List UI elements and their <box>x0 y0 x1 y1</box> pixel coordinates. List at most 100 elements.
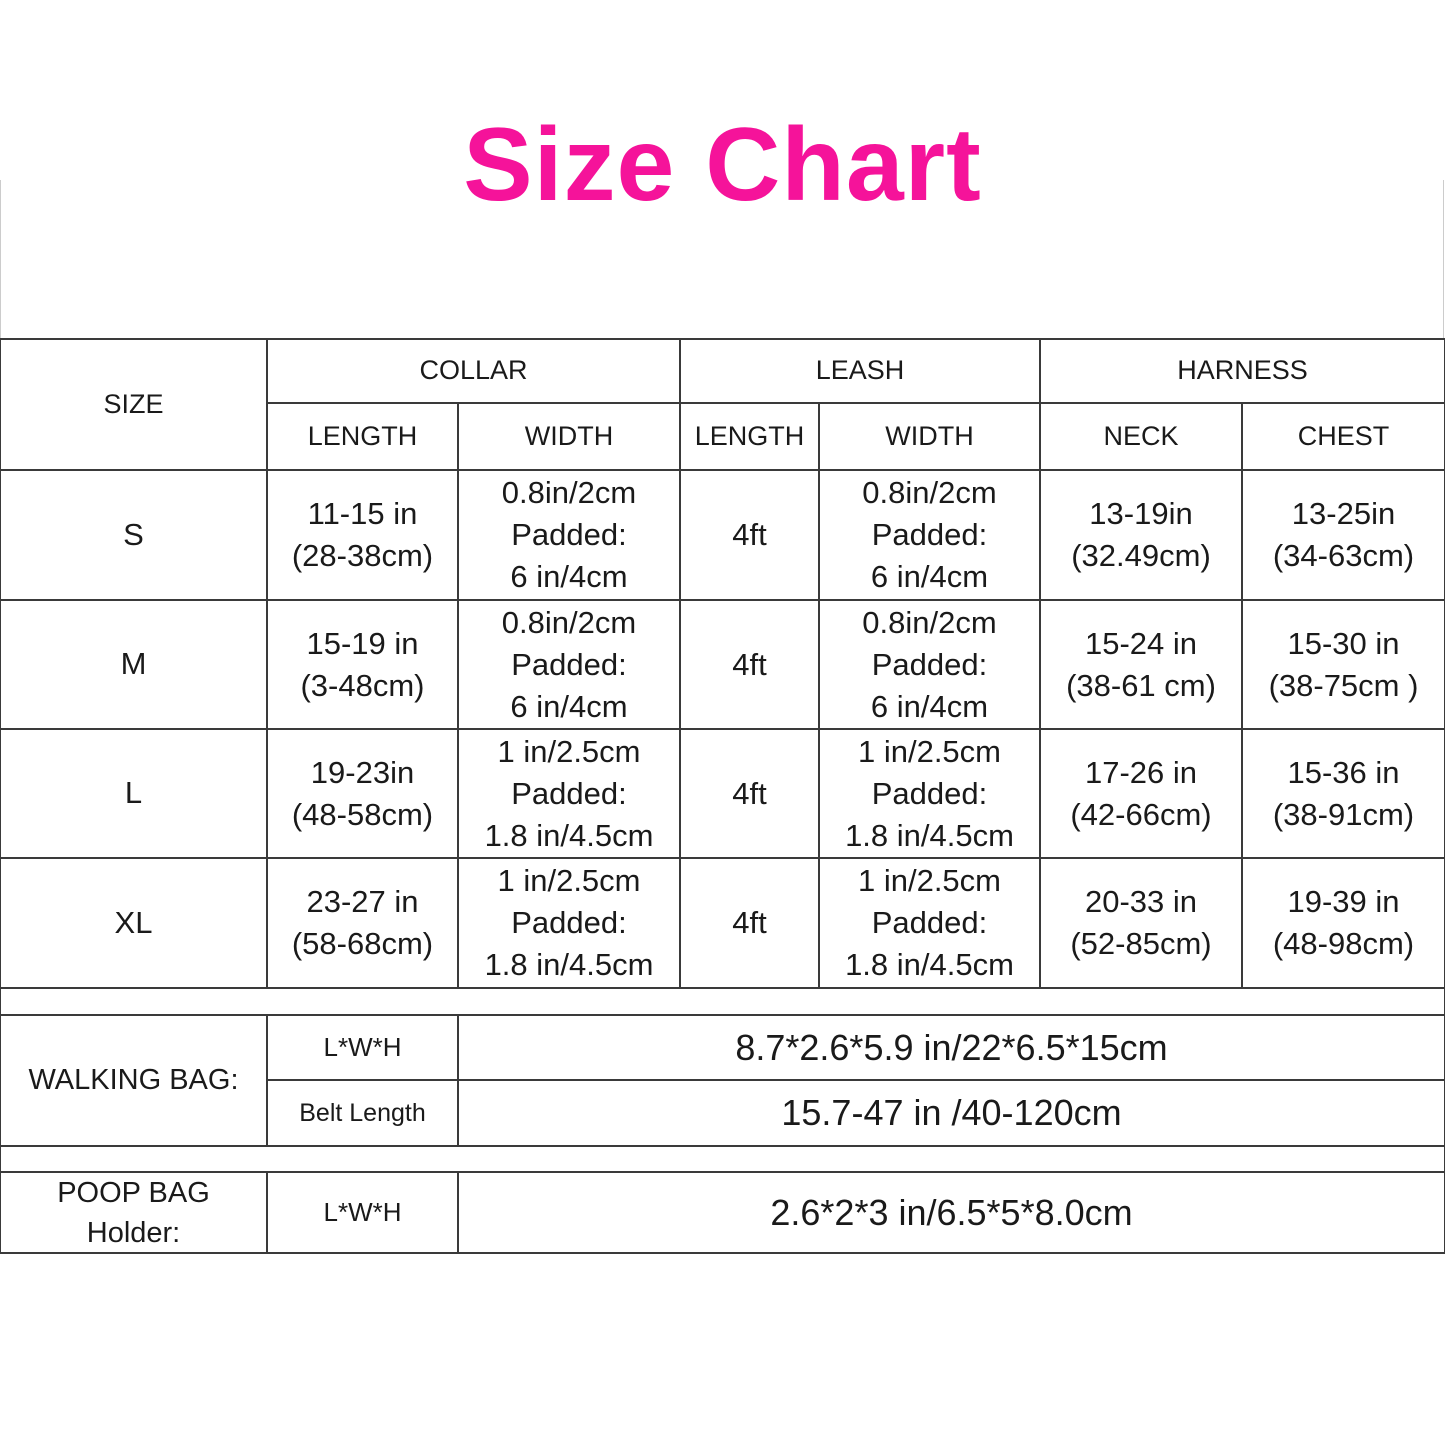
size-s: S <box>0 469 268 601</box>
walking-bag-lwh-label: L*W*H <box>266 1014 459 1081</box>
cell-text: 1 in/2.5cm <box>857 863 1001 898</box>
header-size: SIZE <box>0 338 268 471</box>
size-xl: XL <box>0 857 268 989</box>
cell-text: 6 in/4cm <box>870 688 989 724</box>
cell-chest: 19-39 in (48-98cm) <box>1241 857 1445 989</box>
cell-leash-width: 1 in/2.5cm Padded: 1.8 in/4.5cm <box>818 857 1041 989</box>
spacer-row <box>0 1145 1445 1173</box>
cell-text: 1.8 in/4.5cm <box>484 817 654 853</box>
cell-text: Padded: <box>511 905 627 940</box>
cell-collar-width: 0.8in/2cm Padded: 6 in/4cm <box>457 469 681 601</box>
header-sub-width: WIDTH <box>818 402 1041 471</box>
cell-text: 1 in/2.5cm <box>497 863 641 898</box>
cell-text: L*W*H <box>323 1031 402 1062</box>
cell-text: S <box>123 516 144 552</box>
cell-text: 1 in/2.5cm <box>497 733 641 769</box>
cell-text: (32.49cm) <box>1071 538 1211 573</box>
header-sub-length: LENGTH <box>679 402 820 471</box>
cell-text: 15.7-47 in /40-120cm <box>781 1092 1122 1134</box>
cell-text: L*W*H <box>323 1196 402 1227</box>
cell-text: (42-66cm) <box>1070 796 1212 832</box>
right-edge-line <box>1443 180 1444 340</box>
cell-text: Padded: <box>511 517 627 552</box>
header-sub-length: LENGTH <box>266 402 459 471</box>
cell-collar-width: 1 in/2.5cm Padded: 1.8 in/4.5cm <box>457 857 681 989</box>
cell-neck: 15-24 in (38-61 cm) <box>1039 599 1243 730</box>
cell-collar-width: 1 in/2.5cm Padded: 1.8 in/4.5cm <box>457 728 681 859</box>
header-sub-width: WIDTH <box>457 402 681 471</box>
cell-chest: 15-36 in (38-91cm) <box>1241 728 1445 859</box>
cell-leash-length: 4ft <box>679 857 820 989</box>
cell-text: Padded: <box>871 905 988 940</box>
cell-text: 1.8 in/4.5cm <box>845 947 1014 982</box>
cell-text: WIDTH <box>885 420 974 451</box>
cell-neck: 17-26 in (42-66cm) <box>1039 728 1243 859</box>
cell-text: WALKING BAG: <box>28 1064 239 1097</box>
cell-text: (38-91cm) <box>1272 796 1415 832</box>
cell-text: SIZE <box>103 388 164 419</box>
cell-collar-width: 0.8in/2cm Padded: 6 in/4cm <box>457 599 681 730</box>
cell-text: 6 in/4cm <box>510 688 628 724</box>
cell-text: (48-98cm) <box>1272 926 1415 961</box>
cell-text: 17-26 in <box>1084 754 1198 790</box>
size-l: L <box>0 728 268 859</box>
cell-text: (38-75cm ) <box>1268 667 1419 703</box>
cell-leash-width: 0.8in/2cm Padded: 6 in/4cm <box>818 469 1041 601</box>
cell-collar-length: 23-27 in (58-68cm) <box>266 857 459 989</box>
cell-leash-length: 4ft <box>679 728 820 859</box>
cell-text: 0.8in/2cm <box>862 475 997 510</box>
cell-text: L <box>124 775 143 811</box>
cell-text: Holder: <box>86 1216 181 1249</box>
poop-bag-lwh-value: 2.6*2*3 in/6.5*5*8.0cm <box>457 1171 1445 1254</box>
cell-text: 1 in/2.5cm <box>857 733 1001 769</box>
cell-text: Padded: <box>871 775 988 811</box>
header-collar: COLLAR <box>266 338 681 404</box>
poop-bag-label: POOP BAG Holder: <box>0 1171 268 1254</box>
cell-text: 13-19in <box>1089 496 1193 531</box>
cell-text: Padded: <box>871 646 988 682</box>
cell-text: 15-19 in <box>306 625 419 661</box>
cell-text: 15-36 in <box>1287 754 1400 790</box>
cell-text: POOP BAG <box>57 1176 210 1209</box>
page-title: Size Chart <box>463 107 982 223</box>
spacer-row <box>0 987 1445 1016</box>
cell-text: 6 in/4cm <box>870 559 989 594</box>
cell-collar-length: 19-23in (48-58cm) <box>266 728 459 859</box>
cell-text: M <box>120 646 147 682</box>
cell-text: (28-38cm) <box>291 538 434 573</box>
cell-text: (3-48cm) <box>300 667 425 703</box>
cell-text: (48-58cm) <box>291 796 434 832</box>
cell-text: 0.8in/2cm <box>862 604 997 640</box>
cell-text: (52-85cm) <box>1070 926 1212 961</box>
cell-leash-length: 4ft <box>679 599 820 730</box>
cell-text: Padded: <box>511 775 627 811</box>
cell-text: 4ft <box>732 775 767 811</box>
cell-text: 19-39 in <box>1287 884 1400 919</box>
walking-bag-label: WALKING BAG: <box>0 1014 268 1147</box>
cell-text: XL <box>114 904 153 940</box>
cell-text: LENGTH <box>307 420 418 451</box>
cell-leash-length: 4ft <box>679 469 820 601</box>
size-m: M <box>0 599 268 730</box>
cell-text: LENGTH <box>694 420 805 451</box>
cell-chest: 13-25in (34-63cm) <box>1241 469 1445 601</box>
cell-text: 20-33 in <box>1084 884 1198 919</box>
cell-text: 8.7*2.6*5.9 in/22*6.5*15cm <box>735 1026 1168 1068</box>
cell-text: NECK <box>1103 420 1179 451</box>
header-harness: HARNESS <box>1039 338 1445 404</box>
cell-text: 2.6*2*3 in/6.5*5*8.0cm <box>770 1191 1133 1233</box>
cell-text: 4ft <box>732 905 767 940</box>
cell-text: Padded: <box>511 646 627 682</box>
cell-text: 15-24 in <box>1084 625 1198 661</box>
cell-chest: 15-30 in (38-75cm ) <box>1241 599 1445 730</box>
cell-text: 0.8in/2cm <box>501 604 637 640</box>
walking-bag-lwh-value: 8.7*2.6*5.9 in/22*6.5*15cm <box>457 1014 1445 1081</box>
cell-text: 1.8 in/4.5cm <box>484 947 654 982</box>
cell-text: Padded: <box>871 517 988 552</box>
poop-bag-lwh-label: L*W*H <box>266 1171 459 1254</box>
header-sub-chest: CHEST <box>1241 402 1445 471</box>
cell-text: (58-68cm) <box>291 926 434 961</box>
cell-text: 1.8 in/4.5cm <box>845 817 1014 853</box>
walking-bag-belt-label: Belt Length <box>266 1079 459 1147</box>
cell-leash-width: 1 in/2.5cm Padded: 1.8 in/4.5cm <box>818 728 1041 859</box>
